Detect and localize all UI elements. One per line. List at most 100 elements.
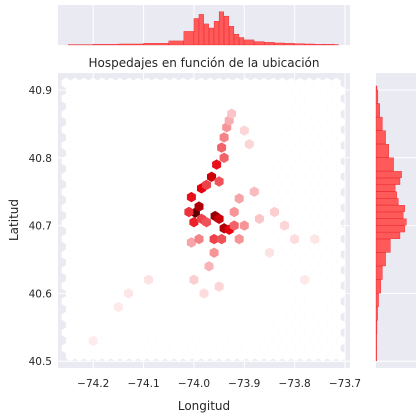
hexbin-cell	[214, 213, 224, 224]
hexbin-empty-cell	[336, 163, 346, 174]
hexbin-empty-cell	[273, 163, 283, 174]
hexbin-empty-cell	[70, 296, 80, 307]
hexbin-empty-cell	[151, 265, 161, 276]
hexbin-empty-cell	[151, 202, 161, 213]
hexbin-empty-cell	[318, 257, 328, 268]
hexbin-empty-cell	[201, 319, 211, 330]
hexbin-empty-cell	[304, 265, 314, 276]
hexbin-empty-cell	[102, 288, 111, 299]
hexbin-empty-cell	[241, 109, 251, 120]
hexbin-empty-cell	[291, 132, 301, 143]
hexbin-empty-cell	[70, 77, 80, 89]
hexbin-empty-cell	[232, 296, 242, 307]
hexbin-empty-cell	[205, 327, 215, 338]
hexbin-empty-cell	[277, 77, 287, 89]
hexbin-empty-cell	[313, 187, 323, 198]
hexbin-empty-cell	[264, 272, 274, 284]
hexbin-empty-cell	[160, 140, 170, 151]
hexbin-empty-cell	[183, 85, 193, 96]
hexbin-empty-cell	[120, 272, 129, 284]
hexbin-empty-cell	[255, 350, 265, 362]
hexbin-empty-cell	[183, 116, 193, 128]
hexbin-empty-cell	[255, 226, 265, 237]
hexbin-empty-cell	[282, 210, 292, 221]
hexbin-empty-cell	[138, 163, 148, 174]
hexbin-empty-cell	[205, 140, 215, 151]
hexbin-empty-cell	[318, 132, 328, 143]
hexbin-cell	[186, 191, 196, 203]
hexbin-empty-cell	[106, 124, 116, 135]
hexbin-empty-cell	[97, 140, 107, 151]
hexbin-empty-cell	[277, 124, 287, 135]
hexbin-empty-cell	[169, 280, 179, 291]
hexbin-empty-cell	[237, 304, 247, 315]
hexbin-empty-cell	[142, 218, 152, 229]
marginal-y-bar	[375, 144, 389, 158]
hexbin-empty-cell	[165, 194, 175, 206]
hexbin-empty-cell	[228, 163, 238, 174]
hexbin-empty-cell	[295, 140, 305, 151]
hexbin-empty-cell	[322, 109, 332, 120]
hexbin-empty-cell	[129, 163, 139, 174]
hexbin-empty-cell	[318, 179, 328, 190]
hexbin-empty-cell	[250, 280, 260, 291]
hexbin-empty-cell	[300, 210, 310, 221]
marginal-x-bar	[274, 42, 285, 46]
hexbin-empty-cell	[66, 288, 75, 299]
hexbin-empty-cell	[79, 202, 89, 213]
hexbin-empty-cell	[250, 296, 260, 307]
hexbin-empty-cell	[102, 101, 111, 112]
hexbin-empty-cell	[70, 93, 80, 104]
hexbin-empty-cell	[97, 218, 107, 229]
hexbin-empty-cell	[124, 265, 134, 276]
hexbin-empty-cell	[282, 241, 292, 252]
hexbin-empty-cell	[147, 304, 157, 315]
hexbin-empty-cell	[115, 218, 125, 229]
hexbin-empty-cell	[169, 296, 179, 307]
hexbin-empty-cell	[156, 350, 166, 362]
hexbin-empty-cell	[151, 171, 161, 182]
hexbin-empty-cell	[268, 343, 278, 354]
hexbin-empty-cell	[246, 272, 256, 284]
hexbin-empty-cell	[282, 194, 292, 206]
hexbin-empty-cell	[160, 327, 170, 338]
hexbin-empty-cell	[219, 350, 229, 362]
hexbin-empty-cell	[138, 116, 148, 128]
hexbin-empty-cell	[156, 163, 166, 174]
hexbin-empty-cell	[228, 241, 238, 252]
hexbin-empty-cell	[142, 109, 152, 120]
hexbin-empty-cell	[111, 194, 120, 206]
hexbin-empty-cell	[259, 171, 269, 182]
hexbin-empty-cell	[291, 148, 301, 159]
hexbin-empty-cell	[277, 187, 287, 198]
hexbin-empty-cell	[331, 202, 341, 213]
hexbin-cell	[202, 217, 211, 228]
hexbin-empty-cell	[88, 77, 98, 89]
hexbin-empty-cell	[133, 218, 143, 229]
hexbin-empty-cell	[169, 233, 179, 245]
hexbin-empty-cell	[214, 109, 224, 120]
hexbin-empty-cell	[88, 311, 98, 323]
hexbin-empty-cell	[151, 109, 161, 120]
hexbin-empty-cell	[336, 194, 346, 206]
marginal-x-bar	[229, 26, 235, 46]
hexbin-empty-cell	[246, 241, 256, 252]
hexbin-empty-cell	[322, 233, 332, 245]
hexbin-empty-cell	[165, 257, 175, 268]
hexbin-empty-cell	[295, 311, 305, 323]
hexbin-empty-cell	[156, 272, 166, 284]
hexbin-empty-cell	[291, 335, 301, 346]
marginal-y-bar	[375, 293, 379, 307]
hexbin-empty-cell	[84, 194, 93, 206]
hexbin-empty-cell	[66, 116, 75, 128]
hexbin-empty-cell	[79, 343, 89, 354]
hexbin-empty-cell	[309, 132, 319, 143]
hexbin-empty-cell	[111, 163, 120, 174]
hexbin-empty-cell	[331, 343, 341, 354]
hexbin-empty-cell	[66, 226, 75, 237]
hexbin-empty-cell	[151, 140, 161, 151]
hexbin-empty-cell	[223, 187, 233, 198]
hexbin-empty-cell	[106, 93, 116, 104]
hexbin-empty-cell	[201, 304, 211, 315]
hexbin-empty-cell	[147, 163, 157, 174]
